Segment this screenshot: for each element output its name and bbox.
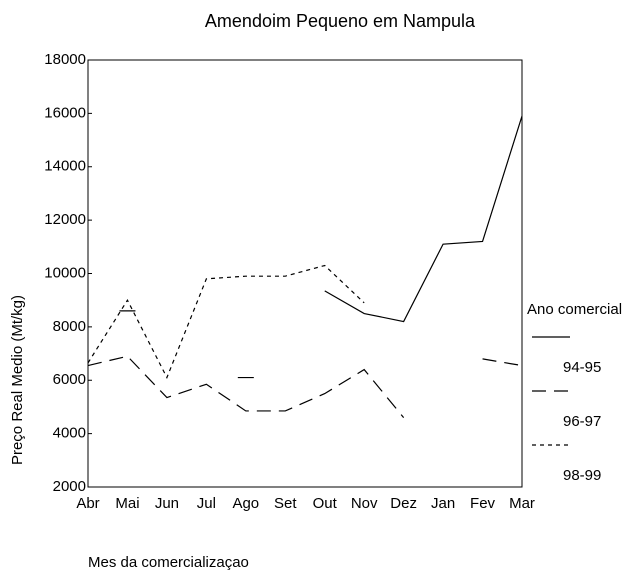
y-axis-label: Preço Real Medio (Mt/kg): [9, 295, 26, 465]
x-tick-label: Ago: [232, 495, 259, 512]
chart-title: Amendoim Pequeno em Nampula: [205, 11, 476, 31]
x-tick-label: Nov: [351, 495, 378, 512]
x-tick-label: Fev: [470, 495, 496, 512]
y-tick-label: 6000: [53, 371, 86, 388]
legend-label: 98-99: [563, 467, 601, 484]
x-tick-label: Jul: [197, 495, 216, 512]
x-tick-label: Out: [313, 495, 338, 512]
y-tick-label: 4000: [53, 425, 86, 442]
y-tick-label: 18000: [44, 51, 86, 68]
x-tick-label: Mar: [509, 495, 535, 512]
x-tick-label: Jun: [155, 495, 179, 512]
series-line: [87, 264, 365, 380]
y-tick-label: 12000: [44, 211, 86, 228]
x-axis-label: Mes da comercializaçao: [88, 554, 249, 570]
series-line: [324, 115, 523, 323]
x-tick-label: Abr: [76, 495, 99, 512]
legend-label: 94-95: [563, 359, 601, 376]
plot-frame: [87, 59, 523, 488]
series-line: [482, 358, 523, 367]
y-tick-label: 14000: [44, 158, 86, 175]
x-tick-label: Dez: [390, 495, 417, 512]
y-tick-label: 8000: [53, 318, 86, 335]
y-tick-label: 10000: [44, 264, 86, 281]
x-tick-label: Set: [274, 495, 297, 512]
x-tick-label: Jan: [431, 495, 455, 512]
legend-title: Ano comercial: [527, 301, 622, 318]
series-line: [87, 355, 405, 418]
y-tick-label: 2000: [53, 478, 86, 495]
legend-label: 96-97: [563, 413, 601, 430]
x-tick-label: Mai: [115, 495, 139, 512]
y-tick-label: 16000: [44, 104, 86, 121]
